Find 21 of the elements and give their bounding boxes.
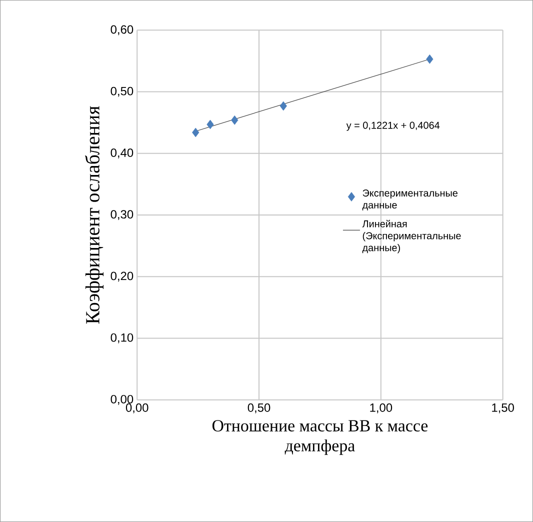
point <box>192 128 200 138</box>
y-tick-label: 0,60 <box>110 25 134 36</box>
point <box>426 54 434 64</box>
y-axis-title: Коэффициент ослабления <box>85 106 104 324</box>
y-tick-label: 0,00 <box>110 394 134 405</box>
legend-label: Линейная (Экспериментальные данные) <box>362 220 461 254</box>
y-tick-label: 0,40 <box>110 148 134 158</box>
x-axis-title: Отношение массы ВВ к массе демпфера <box>212 420 428 455</box>
y-tick-label: 0,20 <box>110 272 134 282</box>
y-tick-label: 0,50 <box>110 86 134 97</box>
point <box>206 120 214 130</box>
x-tick-label: 0,00 <box>126 403 148 414</box>
point <box>280 101 287 111</box>
point <box>231 115 238 125</box>
y-tick-label: 0,30 <box>110 210 134 220</box>
x-tick-label: 1,00 <box>370 403 392 414</box>
y-tick-label: 0,10 <box>110 333 134 344</box>
x-tick-label: 0,50 <box>248 403 270 414</box>
legend-label: Экспериментальные данные <box>362 190 458 210</box>
x-tick-label: 1,50 <box>492 403 514 414</box>
annotation: y = 0,1221x + 0,4064 <box>346 122 440 131</box>
